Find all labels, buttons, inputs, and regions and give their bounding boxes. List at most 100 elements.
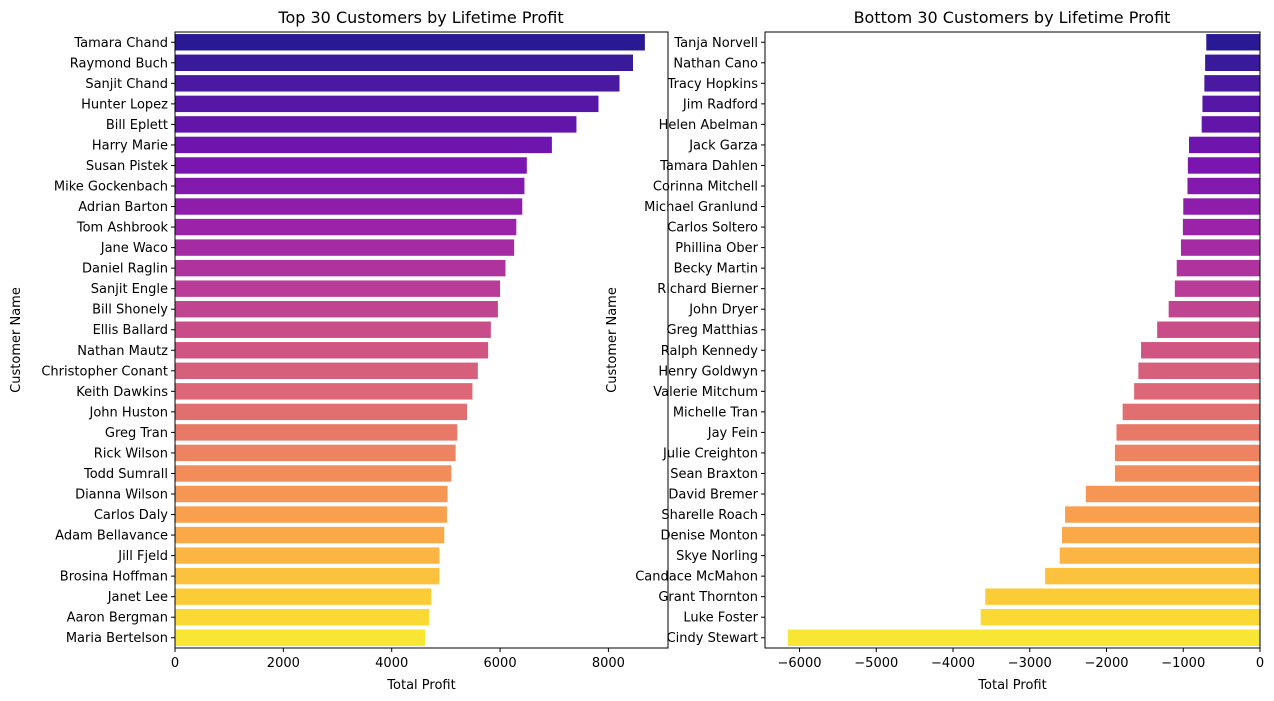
left-bar [175, 95, 599, 113]
right-bar [1176, 259, 1260, 277]
left-bar [175, 300, 498, 318]
left-category-label: Bill Shonely [92, 303, 168, 318]
left-category-label: John Huston [89, 405, 168, 420]
right-category-label: Henry Goldwyn [658, 364, 758, 379]
left-category-label: Sanjit Engle [91, 282, 168, 297]
right-category-label: Tamara Dahlen [659, 159, 758, 174]
right-category-label: Luke Foster [683, 611, 758, 626]
right-bar [1180, 239, 1260, 256]
left-category-label: Rick Wilson [94, 446, 168, 461]
right-x-axis-label: Total Profit [977, 678, 1046, 693]
left-bar [175, 465, 452, 482]
left-bar [175, 567, 440, 585]
right-x-tick-label: −1000 [1161, 656, 1205, 671]
left-bar [175, 34, 645, 51]
left-bar [175, 629, 426, 646]
left-bar [175, 588, 432, 605]
left-category-label: Dianna Wilson [75, 488, 168, 503]
right-category-label: Carlos Soltero [667, 221, 758, 236]
left-x-tick-label: 0 [171, 656, 179, 671]
left-category-label: Bill Eplett [106, 118, 168, 133]
right-plot-frame [764, 31, 1261, 649]
right-category-label: Becky Martin [674, 262, 758, 277]
left-bar [175, 444, 456, 462]
left-category-label: Greg Tran [105, 426, 168, 441]
left-bar [175, 177, 525, 195]
right-bar [1206, 34, 1260, 51]
left-category-label: Todd Sumrall [83, 467, 168, 482]
right-category-label: Tanja Norvell [673, 36, 758, 51]
left-category-label: Ellis Ballard [93, 323, 168, 338]
left-bar [175, 259, 506, 277]
right-bar [1114, 465, 1260, 482]
right-x-tick-label: −2000 [1085, 656, 1129, 671]
right-category-label: Michelle Tran [673, 405, 758, 420]
right-category-label: Ralph Kennedy [661, 344, 759, 359]
right-x-tick-label: −6000 [778, 656, 822, 671]
right-category-label: Grant Thornton [658, 590, 758, 605]
left-category-label: Christopher Conant [41, 364, 168, 379]
left-bar [175, 506, 447, 523]
left-bar [175, 547, 440, 564]
right-category-label: Cindy Stewart [667, 631, 758, 646]
left-bar [175, 526, 445, 544]
right-bar [980, 608, 1260, 626]
right-bar [1062, 526, 1260, 544]
right-bar [1134, 383, 1260, 400]
left-bar [175, 75, 620, 92]
left-category-label: Janet Lee [107, 590, 168, 605]
left-x-tick-label: 4000 [375, 656, 408, 671]
left-bar [175, 198, 523, 215]
right-category-label: Jack Garza [688, 138, 758, 153]
left-category-label: Maria Bertelson [66, 631, 168, 646]
right-category-label: Sean Braxton [670, 467, 758, 482]
left-bar [175, 218, 517, 236]
right-x-tick-label: 0 [1256, 656, 1264, 671]
left-bar [175, 280, 501, 297]
left-bar [175, 485, 448, 503]
left-chart-title: Top 30 Customers by Lifetime Profit [277, 8, 563, 27]
right-bar [1202, 95, 1260, 113]
left-category-label: Brosina Hoffman [60, 570, 168, 585]
left-category-label: Carlos Daly [94, 508, 168, 523]
right-bar [1065, 506, 1260, 523]
right-bar [1045, 567, 1260, 585]
right-bar [1205, 54, 1260, 72]
left-bar [175, 362, 478, 380]
right-category-label: Nathan Cano [673, 56, 758, 71]
left-bar [175, 54, 634, 72]
right-category-label: Michael Granlund [644, 200, 758, 215]
right-category-label: Greg Matthias [667, 323, 759, 338]
right-bar [1116, 424, 1260, 441]
left-category-label: Tom Ashbrook [76, 221, 169, 236]
left-bar [175, 321, 491, 338]
left-category-label: Hunter Lopez [81, 97, 168, 112]
right-bar [1189, 136, 1260, 154]
right-category-label: Denise Monton [661, 529, 758, 544]
right-x-tick-label: −4000 [931, 656, 975, 671]
left-category-label: Nathan Mautz [77, 344, 168, 359]
right-bar [1122, 403, 1260, 421]
right-x-tick-label: −5000 [854, 656, 898, 671]
right-bar [1085, 485, 1260, 503]
left-bar [175, 239, 515, 256]
right-bar [1059, 547, 1260, 564]
left-bar [175, 342, 489, 359]
right-category-label: Skye Norling [676, 549, 758, 564]
right-bar [1182, 218, 1260, 236]
left-bar [175, 116, 577, 133]
left-bar [175, 136, 552, 154]
right-bar [1168, 300, 1260, 318]
left-x-tick-label: 6000 [484, 656, 517, 671]
left-category-label: Adrian Barton [78, 200, 168, 215]
left-category-label: Mike Gockenbach [54, 180, 168, 195]
right-bar [1138, 362, 1260, 380]
right-category-label: Helen Abelman [659, 118, 758, 133]
left-category-label: Sanjit Chand [85, 77, 168, 92]
left-category-label: Jill Fjeld [117, 549, 168, 564]
left-x-axis-label: Total Profit [386, 678, 455, 693]
right-bar [1183, 198, 1260, 215]
right-category-label: Richard Bierner [657, 282, 758, 297]
left-x-tick-label: 8000 [592, 656, 625, 671]
